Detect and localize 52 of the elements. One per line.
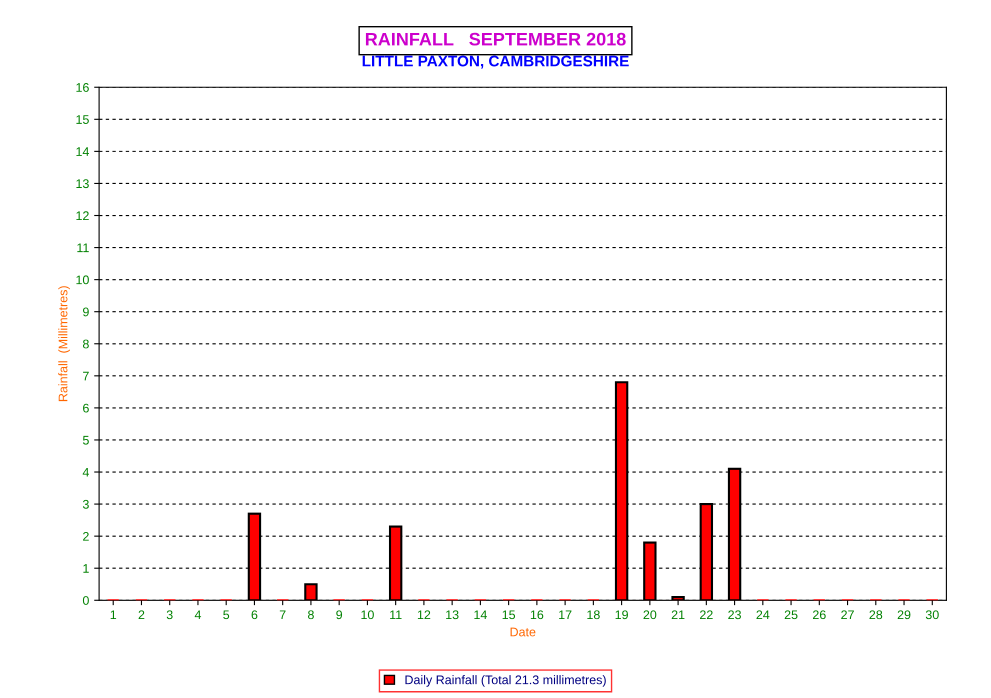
y-tick-label: 1 [83,564,89,573]
x-tick-label: 2 [138,610,144,620]
x-tick-label: 30 [926,610,939,620]
x-tick-label: 10 [361,610,374,620]
x-tick-label: 24 [756,610,770,620]
x-tick-label: 6 [252,610,258,620]
y-tick-label: 13 [76,179,89,188]
y-tick-label: 0 [82,596,89,605]
x-axis-title: Date [510,628,536,636]
y-tick-label: 4 [82,468,90,477]
y-tick-label: 3 [82,500,89,509]
x-tick-label: 21 [672,610,684,620]
y-tick-label: 5 [82,436,89,445]
x-tick-label: 4 [194,610,202,620]
y-tick-label: 8 [82,340,89,348]
x-tick-label: 5 [223,610,230,620]
x-tick-label: 27 [841,610,854,620]
x-tick-label: 9 [336,610,342,620]
chart-subtitle: LITTLE PAXTON, CAMBRIDGESHIRE [362,56,629,69]
x-tick-label: 1 [110,610,116,620]
y-tick-label: 2 [83,532,89,541]
x-tick-label: 13 [446,610,459,620]
x-tick-label: 15 [502,610,516,620]
x-tick-label: 22 [700,610,713,620]
chart-title: RAINFALL SEPTEMBER 2018 [366,32,626,46]
y-tick-label: 14 [76,147,90,156]
x-tick-label: 17 [559,610,572,620]
x-tick-label: 7 [280,610,286,620]
y-axis-title: Rainfall (Millimetres) [58,286,70,402]
x-tick-label: 3 [166,610,173,620]
x-tick-label: 11 [390,610,402,620]
x-tick-label: 26 [812,610,826,620]
x-tick-label: 29 [898,610,910,620]
x-tick-label: 23 [728,610,741,620]
x-tick-label: 28 [869,610,882,620]
y-tick-label: 9 [83,308,89,316]
x-tick-label: 19 [616,610,628,620]
x-tick-label: 8 [308,610,314,620]
x-tick-label: 20 [644,610,656,620]
y-tick-label: 15 [76,115,89,124]
x-tick-label: 14 [474,610,487,620]
y-tick-label: 16 [76,83,89,92]
y-tick-label: 6 [83,404,89,413]
y-tick-label: 12 [76,211,89,220]
y-tick-label: 7 [83,372,89,380]
y-tick-label: 10 [76,275,89,284]
x-tick-label: 16 [530,610,544,620]
y-tick-label: 11 [77,244,89,252]
x-tick-label: 25 [784,610,798,620]
x-tick-label: 18 [587,610,600,620]
legend-label: Daily Rainfall (Total 21.3 millimetres) [405,675,606,687]
x-tick-label: 12 [418,610,430,620]
